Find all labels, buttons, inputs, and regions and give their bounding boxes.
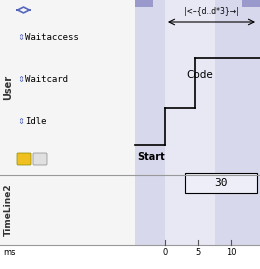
- Bar: [0, 0, 135, 175]
- Bar: [185, 173, 257, 193]
- Text: Idle: Idle: [25, 118, 47, 126]
- Text: ms: ms: [3, 248, 16, 257]
- FancyBboxPatch shape: [33, 153, 47, 165]
- Text: 0: 0: [162, 248, 168, 257]
- Text: 5: 5: [195, 248, 201, 257]
- Bar: [0, 245, 260, 269]
- Text: TimeLine2: TimeLine2: [3, 184, 12, 236]
- Bar: [135, 0, 153, 7]
- Text: ⇕: ⇕: [17, 34, 24, 43]
- Text: User: User: [3, 75, 13, 100]
- Bar: [215, 175, 260, 245]
- Text: Waitaccess: Waitaccess: [25, 34, 79, 43]
- Text: 30: 30: [214, 178, 228, 188]
- Text: Start: Start: [137, 152, 165, 162]
- Text: 10: 10: [226, 248, 236, 257]
- Bar: [0, 175, 135, 245]
- Text: Waitcard: Waitcard: [25, 76, 68, 84]
- Text: ⇕: ⇕: [17, 118, 24, 126]
- Text: |<–{d..d*3}→|: |<–{d..d*3}→|: [184, 7, 239, 16]
- FancyBboxPatch shape: [17, 153, 31, 165]
- Bar: [135, 0, 165, 175]
- Bar: [135, 0, 260, 175]
- Bar: [135, 175, 165, 245]
- Text: Code: Code: [187, 70, 213, 80]
- Bar: [242, 0, 260, 7]
- Bar: [215, 0, 260, 175]
- Text: ⇕: ⇕: [17, 76, 24, 84]
- Bar: [135, 175, 260, 245]
